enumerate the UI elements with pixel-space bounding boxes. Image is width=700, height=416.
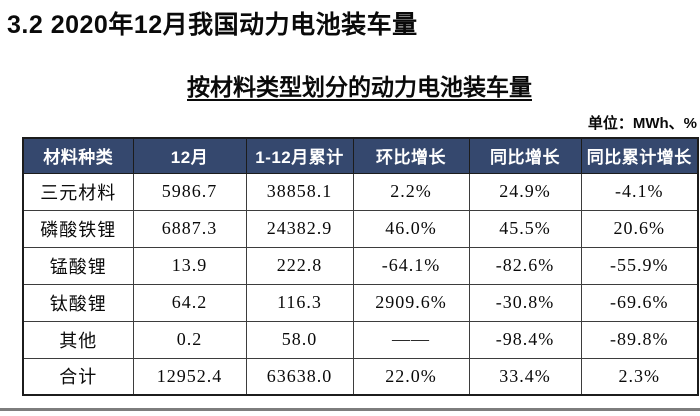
unit-label: 单位：MWh、% xyxy=(587,115,697,132)
column-header: 材料种类 xyxy=(22,137,134,174)
column-header: 环比增长 xyxy=(352,137,470,174)
material-name-cell: 磷酸铁锂 xyxy=(22,209,134,248)
header-row: 材料种类 12月 1-12月累计 环比增长 同比增长 同比累计增长 xyxy=(22,137,699,174)
value-cell: 24.9% xyxy=(468,172,582,211)
value-cell: -55.9% xyxy=(580,246,699,285)
value-cell: -98.4% xyxy=(468,320,582,359)
value-cell: 22.0% xyxy=(352,357,470,396)
table-row: 三元材料 5986.7 38858.1 2.2% 24.9% -4.1% xyxy=(22,172,699,211)
material-name-cell: 钛酸锂 xyxy=(22,283,134,322)
value-cell: -82.6% xyxy=(468,246,582,285)
value-cell: -64.1% xyxy=(352,246,470,285)
value-cell: -89.8% xyxy=(580,320,699,359)
table-body: 三元材料 5986.7 38858.1 2.2% 24.9% -4.1% 磷酸铁锂 6887.… xyxy=(22,172,699,396)
material-name-cell: 合计 xyxy=(22,357,134,396)
value-cell: 5986.7 xyxy=(132,172,247,211)
bottom-divider xyxy=(0,408,700,411)
value-cell: 2909.6% xyxy=(352,283,470,322)
value-cell: -4.1% xyxy=(580,172,699,211)
page-title: 3.2 2020年12月我国动力电池装车量 xyxy=(7,11,418,39)
value-cell: 6887.3 xyxy=(132,209,247,248)
table-row: 合计 12952.4 63638.0 22.0% 33.4% 2.3% xyxy=(22,357,699,396)
value-cell: 2.2% xyxy=(352,172,470,211)
material-name-cell: 锰酸锂 xyxy=(22,246,134,285)
value-cell: 33.4% xyxy=(468,357,582,396)
column-header: 12月 xyxy=(132,137,247,174)
value-cell: 38858.1 xyxy=(245,172,354,211)
column-header: 1-12月累计 xyxy=(245,137,354,174)
value-cell: 12952.4 xyxy=(132,357,247,396)
value-cell: 64.2 xyxy=(132,283,247,322)
value-cell: 0.2 xyxy=(132,320,247,359)
material-name-cell: 三元材料 xyxy=(22,172,134,211)
slide: 3.2 2020年12月我国动力电池装车量 按材料类型划分的动力电池装车量 单位… xyxy=(0,5,700,411)
value-cell: 116.3 xyxy=(245,283,354,322)
table-row: 锰酸锂 13.9 222.8 -64.1% -82.6% -55.9% xyxy=(22,246,699,285)
material-name-cell: 其他 xyxy=(22,320,134,359)
column-header: 同比累计增长 xyxy=(580,137,699,174)
battery-installation-table: 材料种类 12月 1-12月累计 环比增长 同比增长 同比累计增长 三元材料 5986.7 3… xyxy=(22,137,699,396)
value-cell: 46.0% xyxy=(352,209,470,248)
value-cell: 2.3% xyxy=(580,357,699,396)
value-cell: 13.9 xyxy=(132,246,247,285)
value-cell: 20.6% xyxy=(580,209,699,248)
value-cell: 45.5% xyxy=(468,209,582,248)
value-cell: 222.8 xyxy=(245,246,354,285)
column-header: 同比增长 xyxy=(468,137,582,174)
value-cell: —— xyxy=(352,320,470,359)
table-row: 其他 0.2 58.0 —— -98.4% -89.8% xyxy=(22,320,699,359)
table-row: 钛酸锂 64.2 116.3 2909.6% -30.8% -69.6% xyxy=(22,283,699,322)
table-row: 磷酸铁锂 6887.3 24382.9 46.0% 45.5% 20.6% xyxy=(22,209,699,248)
value-cell: -30.8% xyxy=(468,283,582,322)
value-cell: 63638.0 xyxy=(245,357,354,396)
table-title: 按材料类型划分的动力电池装车量 xyxy=(187,74,532,100)
value-cell: 24382.9 xyxy=(245,209,354,248)
value-cell: 58.0 xyxy=(245,320,354,359)
value-cell: -69.6% xyxy=(580,283,699,322)
